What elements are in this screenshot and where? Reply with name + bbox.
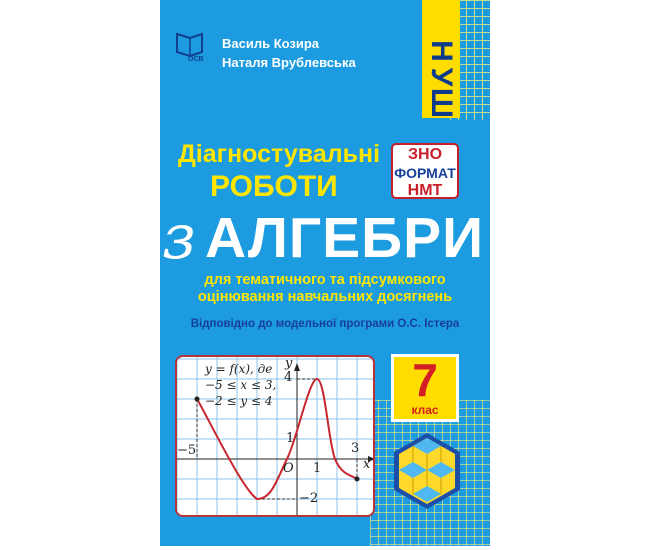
tick-label: 4 (284, 370, 293, 385)
title-prefix: з (162, 200, 196, 273)
grade-badge: 7 клас (391, 354, 459, 422)
author-name: Василь Козира (222, 36, 320, 51)
grade-number: 7 (412, 354, 438, 406)
program-note: Відповідно до модельної програми О.С. Іс… (190, 318, 460, 330)
subtitle-line: для тематичного та підсумкового (204, 272, 446, 288)
y-axis-label: y (285, 356, 293, 371)
nush-letter: Ш (425, 87, 458, 119)
graph-caption: y = f(x), де −5 ≤ x ≤ 3, −2 ≤ y ≤ 4 (205, 361, 276, 409)
tick-label: 3 (351, 441, 360, 456)
title-line2: РОБОТИ (210, 170, 338, 203)
endpoint-left (194, 396, 200, 402)
x-axis-label: x (363, 457, 371, 472)
caption-line: −2 ≤ y ≤ 4 (205, 394, 273, 408)
subtitle-line: оцінювання навчальних досягнень (197, 289, 453, 305)
author-name: Наталя Врублевська (222, 55, 356, 70)
grade-label: клас (411, 403, 439, 417)
guide-lines (196, 378, 358, 500)
function-curve (196, 377, 358, 501)
nush-badge: Н У Ш (422, 0, 460, 118)
exam-badge: ЗНО ФОРМАТ НМТ (391, 143, 459, 199)
tick-label: −2 (299, 491, 319, 506)
function-graph: y = f(x), де −5 ≤ x ≤ 3, −2 ≤ y ≤ 4 y x … (175, 355, 375, 517)
tick-label: −5 (177, 443, 197, 458)
badge-format: ФОРМАТ (394, 165, 456, 181)
badge-zno: ЗНО (407, 146, 443, 163)
svg-text:ОСВ: ОСВ (188, 56, 204, 62)
tick-label: 1 (313, 461, 322, 476)
endpoint-right (354, 476, 360, 482)
cube-logo-icon (394, 433, 460, 509)
tick-label: 1 (286, 431, 295, 446)
title-subject: АЛГЕБРИ (205, 206, 485, 270)
title-line1: Діагностувальні (178, 140, 381, 168)
subtitle: для тематичного та підсумкового оцінюван… (160, 272, 490, 306)
origin-label: O (283, 461, 294, 476)
authors: Василь Козира Наталя Врублевська (222, 34, 356, 72)
badge-nmt: НМТ (407, 182, 443, 199)
x-axis-arrow (368, 456, 373, 462)
caption-line: y = f(x), де (205, 362, 273, 376)
caption-line: −5 ≤ x ≤ 3, (205, 378, 277, 392)
graph-canvas (177, 357, 373, 515)
publisher-logo: ОСВ (176, 32, 204, 62)
y-axis-arrow (294, 363, 300, 371)
